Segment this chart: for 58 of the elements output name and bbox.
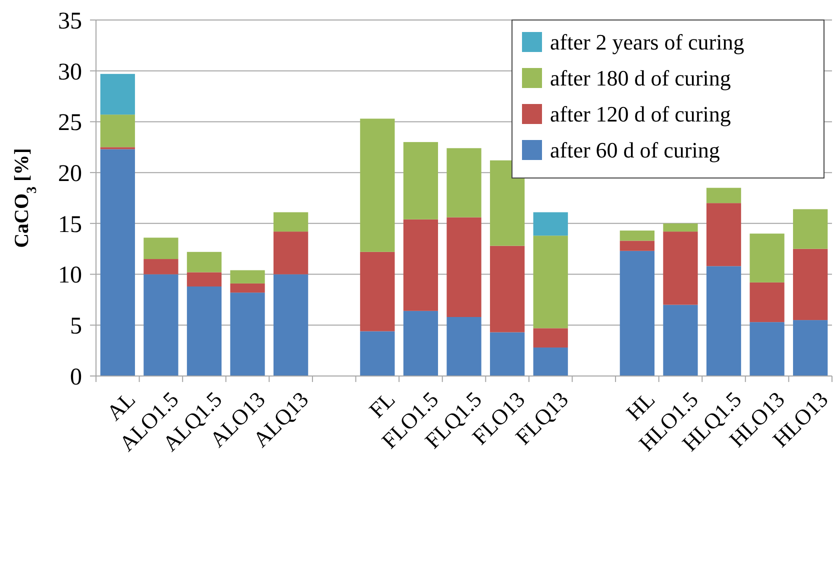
y-tick-label: 10	[58, 262, 82, 289]
bar	[274, 274, 308, 376]
bar	[620, 230, 654, 241]
bar	[186, 272, 222, 286]
bar	[274, 232, 308, 274]
bar	[403, 142, 438, 220]
bar	[533, 212, 568, 236]
y-tick-label: 25	[58, 110, 82, 136]
bar	[144, 238, 178, 260]
bar	[706, 203, 742, 266]
bar	[490, 332, 525, 376]
bar	[100, 114, 135, 148]
bar	[490, 160, 525, 246]
bar	[793, 209, 828, 249]
bar	[533, 236, 568, 328]
bar	[793, 320, 828, 376]
bar	[663, 223, 698, 232]
bar	[144, 274, 178, 376]
bar	[533, 348, 568, 376]
bar	[100, 149, 135, 376]
legend-label: after 180 d of curing	[550, 66, 731, 91]
y-tick-label: 35	[58, 8, 82, 34]
legend-label: after 120 d of curing	[550, 102, 731, 127]
bar	[706, 188, 742, 204]
bar	[403, 310, 438, 376]
bar	[620, 240, 654, 251]
bar	[186, 252, 222, 272]
bar	[230, 270, 265, 284]
legend-label: after 2 years of curing	[550, 30, 744, 55]
bar	[446, 317, 482, 376]
y-tick-label: 30	[58, 59, 82, 86]
bar	[360, 252, 395, 332]
bar	[446, 217, 482, 318]
bar	[403, 219, 438, 311]
bar	[230, 283, 265, 293]
legend-label: after 60 d of curing	[550, 138, 720, 163]
bar	[360, 331, 395, 376]
bar	[100, 74, 135, 115]
bar	[620, 250, 654, 376]
bar	[230, 292, 265, 376]
y-tick-label: 15	[58, 212, 82, 238]
bar	[360, 118, 395, 252]
bar	[186, 286, 222, 376]
bar	[663, 232, 698, 305]
y-tick-label: 20	[58, 160, 82, 187]
bar	[446, 148, 482, 218]
bar	[663, 304, 698, 376]
bar	[490, 246, 525, 332]
bar	[750, 322, 784, 376]
bar	[793, 248, 828, 320]
y-tick-label: 0	[70, 364, 82, 390]
bar	[750, 234, 784, 282]
bar	[274, 212, 308, 232]
bar	[706, 266, 742, 376]
bar	[144, 259, 178, 274]
y-tick-label: 5	[70, 314, 82, 340]
bar	[750, 282, 784, 322]
bar	[533, 328, 568, 348]
